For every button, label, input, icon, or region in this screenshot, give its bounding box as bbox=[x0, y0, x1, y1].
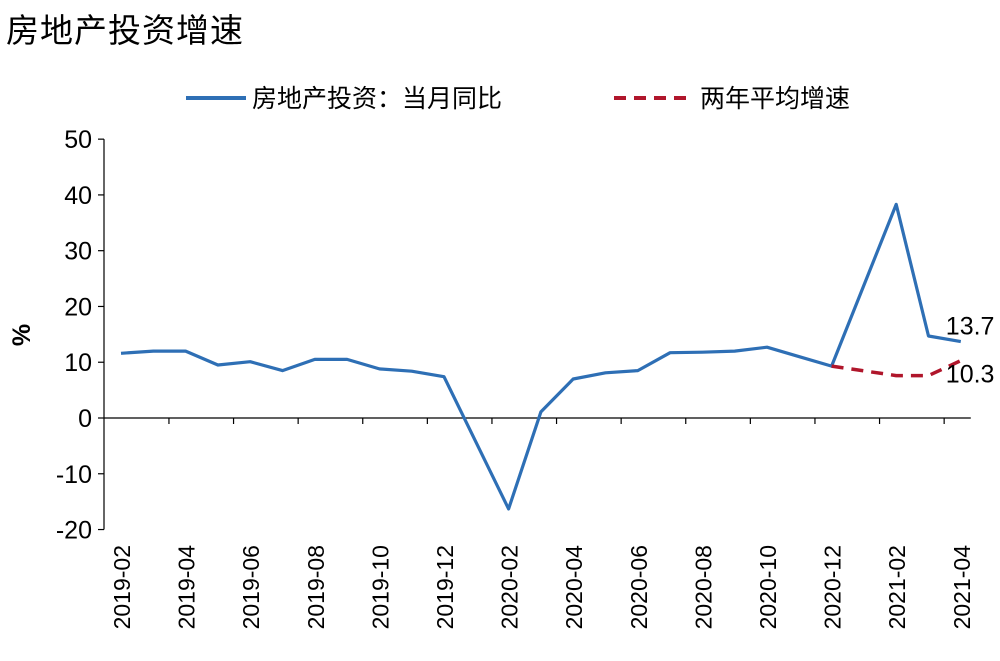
x-tick-label: 2019-10 bbox=[367, 545, 393, 629]
legend-label-realestate-yoy: 房地产投资：当月同比 bbox=[252, 84, 502, 113]
x-tick-label: 2020-10 bbox=[755, 545, 781, 629]
y-tick-label: -20 bbox=[56, 517, 92, 545]
x-tick-label: 2021-02 bbox=[884, 545, 910, 629]
data-label: 10.3 bbox=[946, 361, 995, 389]
chart-title: 房地产投资增速 bbox=[6, 11, 244, 50]
y-tick-label: 50 bbox=[64, 126, 92, 154]
legend: 房地产投资：当月同比 两年平均增速 bbox=[186, 84, 850, 113]
y-tick-label: 20 bbox=[64, 293, 92, 321]
y-tick-label: 40 bbox=[64, 182, 92, 210]
y-tick-label: -10 bbox=[56, 461, 92, 489]
legend-label-two-year-avg: 两年平均增速 bbox=[700, 84, 850, 113]
x-tick-label: 2021-04 bbox=[949, 545, 975, 630]
y-tick-label: 10 bbox=[64, 349, 92, 377]
series-line-two-year-avg bbox=[831, 359, 962, 378]
x-tick-label: 2020-04 bbox=[561, 545, 587, 630]
data-labels: 13.7 10.3 bbox=[946, 313, 995, 389]
x-tick-label: 2020-08 bbox=[690, 545, 716, 629]
x-tick-label: 2019-04 bbox=[174, 545, 200, 630]
x-tick-label: 2020-12 bbox=[820, 545, 846, 629]
y-tick-label: 0 bbox=[78, 405, 92, 433]
x-tick-label: 2019-02 bbox=[109, 545, 135, 629]
x-tick-label: 2019-06 bbox=[238, 545, 264, 629]
series-line-realestate-yoy bbox=[120, 202, 962, 511]
y-axis-label: % bbox=[8, 324, 36, 346]
x-tick-label: 2020-06 bbox=[626, 545, 652, 629]
axes: -20 -10 0 10 20 30 40 50% 2019-02 2019-04 2019-06 2… bbox=[8, 126, 975, 629]
data-label: 13.7 bbox=[946, 313, 995, 341]
x-tick-label: 2020-02 bbox=[497, 545, 523, 629]
y-tick-label: 30 bbox=[64, 238, 92, 266]
series-layer bbox=[120, 202, 962, 511]
x-tick-label: 2019-08 bbox=[303, 545, 329, 629]
x-tick-label: 2019-12 bbox=[432, 545, 458, 629]
